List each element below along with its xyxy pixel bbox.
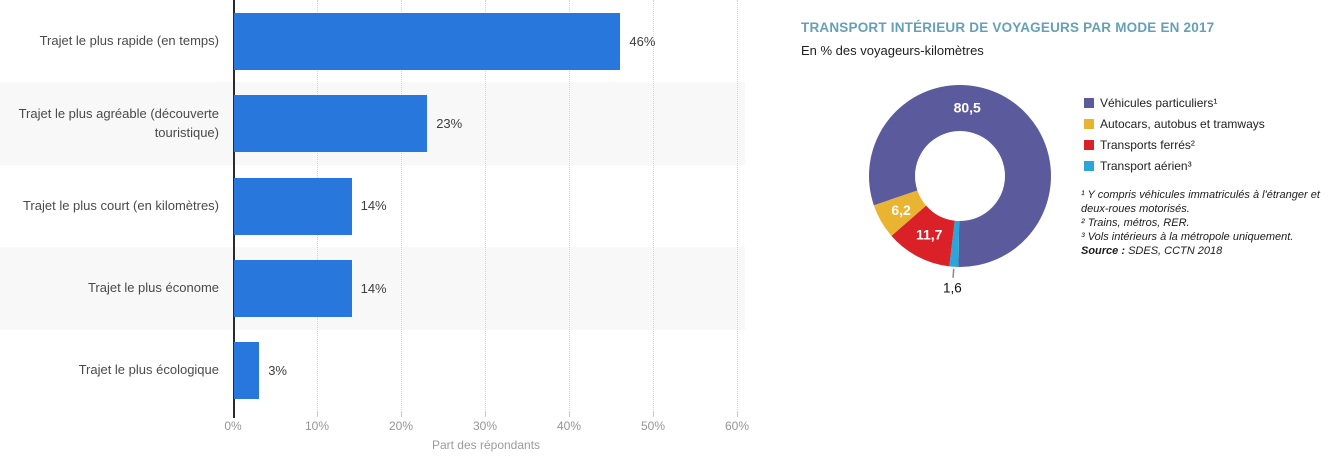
legend-swatch <box>1084 160 1094 171</box>
bar-value-label: 14% <box>360 198 387 214</box>
legend-swatch <box>1084 139 1094 150</box>
legend-item: Transports ferrés² <box>1084 134 1265 155</box>
slice-value-label: 6,2 <box>891 202 911 218</box>
legend-item: Autocars, autobus et tramways <box>1084 113 1265 134</box>
gridline <box>737 0 738 412</box>
axis-tick <box>317 412 318 417</box>
x-tick-label: 0% <box>224 419 242 433</box>
row-stripe <box>0 247 745 330</box>
x-tick-label: 10% <box>304 419 330 433</box>
x-tick-label: 40% <box>556 419 582 433</box>
label-leader-line <box>952 268 955 278</box>
footnotes-block: ¹ Y compris véhicules immatriculés à l'é… <box>1081 189 1330 259</box>
category-label: Trajet le plus agréable (découverte tour… <box>18 105 219 140</box>
bar[interactable] <box>234 12 621 70</box>
donut-plot: 80,5 1,6 11,7 6,2 <box>868 85 1051 296</box>
slice-value-label: 11,7 <box>916 226 943 242</box>
x-tick-label: 20% <box>388 419 414 433</box>
category-label: Trajet le plus écologique <box>78 362 219 378</box>
axis-tick <box>737 412 738 417</box>
legend-item: Transport aérien³ <box>1084 155 1265 176</box>
x-tick-label: 30% <box>472 419 498 433</box>
legend-item: Véhicules particuliers¹ <box>1084 92 1265 113</box>
footnote: ² Trains, métros, RER. <box>1081 216 1190 229</box>
axis-tick <box>401 412 402 417</box>
bar[interactable] <box>234 95 428 153</box>
donut-slice[interactable] <box>873 190 927 236</box>
donut-title: TRANSPORT INTÉRIEUR DE VOYAGEURS PAR MOD… <box>801 20 1215 35</box>
legend-swatch <box>1084 97 1094 108</box>
bar[interactable] <box>234 177 352 235</box>
footnote: ³ Vols intérieurs à la métropole uniquem… <box>1081 230 1294 243</box>
axis-tick <box>485 412 486 417</box>
category-label: Trajet le plus rapide (en temps) <box>39 32 219 48</box>
x-axis-title: Part des répondants <box>431 438 541 452</box>
category-label: Trajet le plus court (en kilomètres) <box>22 197 219 213</box>
source-line: Source : SDES, CCTN 2018 <box>1081 245 1330 259</box>
footnote: ¹ Y compris véhicules immatriculés à l'é… <box>1081 189 1320 215</box>
source-label: Source : <box>1081 244 1126 257</box>
donut-slice[interactable] <box>949 220 960 267</box>
category-label: Trajet le plus économe <box>87 279 219 295</box>
bar-chart: Trajet le plus rapide (en temps) 46% Traje… <box>0 0 750 452</box>
axis-tick <box>569 412 570 417</box>
bar[interactable] <box>234 342 260 400</box>
x-tick-label: 60% <box>724 419 750 433</box>
gridline <box>401 0 402 412</box>
slice-value-label: 1,6 <box>943 281 962 296</box>
source-text: SDES, CCTN 2018 <box>1125 244 1223 257</box>
bar-value-label: 3% <box>268 363 287 379</box>
legend-label: Transport aérien³ <box>1100 158 1192 173</box>
bar-value-label: 23% <box>436 116 463 132</box>
bar-value-label: 14% <box>360 280 387 296</box>
legend-label: Autocars, autobus et tramways <box>1100 116 1265 131</box>
legend-label: Transports ferrés² <box>1100 137 1195 152</box>
footnote-lines: ¹ Y compris véhicules immatriculés à l'é… <box>1081 189 1330 245</box>
gridline <box>485 0 486 412</box>
donut-subtitle: En % des voyageurs-kilomètres <box>801 43 984 58</box>
legend-swatch <box>1084 118 1094 129</box>
donut-chart: TRANSPORT INTÉRIEUR DE VOYAGEURS PAR MOD… <box>790 0 1330 458</box>
bar-value-label: 46% <box>629 33 656 49</box>
donut-slice[interactable] <box>891 205 955 267</box>
donut-slice[interactable] <box>868 85 1051 268</box>
axis-tick <box>653 412 654 417</box>
bar[interactable] <box>234 259 352 317</box>
slice-value-label: 80,5 <box>954 99 981 115</box>
gridline <box>569 0 570 412</box>
legend-label: Véhicules particuliers¹ <box>1100 95 1218 110</box>
gridline <box>653 0 654 412</box>
x-tick-label: 50% <box>640 419 666 433</box>
donut-legend: Véhicules particuliers¹ Autocars, autobus… <box>1084 92 1265 176</box>
